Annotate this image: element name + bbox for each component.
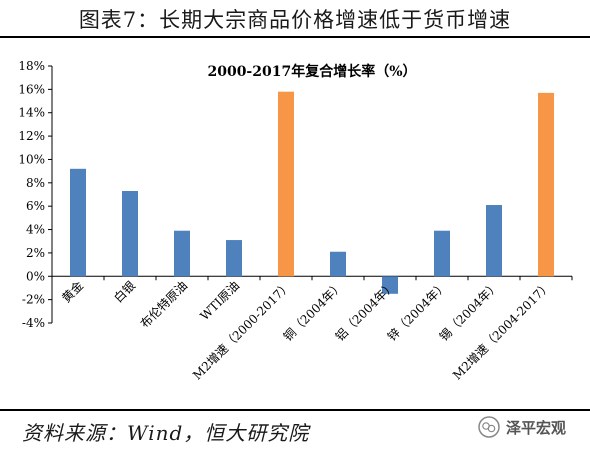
y-tick-label: 10% [18,152,45,166]
watermark-text: 泽平宏观 [505,418,566,437]
y-tick-label: 4% [26,223,45,237]
chart-title: 2000-2017年复合增长率（%） [207,63,416,80]
bar [122,190,138,277]
wechat-icon [478,416,500,438]
y-tick-label: 14% [18,106,45,120]
y-tick-label: 2% [26,246,45,260]
x-category-label: 布伦特原油 [137,278,190,331]
bar [486,205,502,277]
watermark: 泽平宏观 [478,416,566,438]
bar [70,168,86,277]
y-tick-label: 6% [26,199,45,213]
y-tick-label: 16% [18,82,45,96]
x-category-label: 黄金 [59,278,87,306]
x-category-label: M2增速（2004-2017） [450,278,554,382]
bar [434,230,450,277]
y-tick-label: 8% [26,176,45,190]
y-tick-label: 0% [26,269,45,283]
bar [226,240,242,277]
page-title: 图表7：长期大宗商品价格增速低于货币增速 [78,8,512,32]
bar [278,91,294,277]
bar [382,276,398,294]
source-note: 资料来源：Wind，恒大研究院 [22,421,310,445]
x-category-label: M2增速（2000-2017） [190,278,294,382]
title-divider [0,36,590,38]
y-tick-label: -2% [22,293,45,307]
bar-chart: 2000-2017年复合增长率（%） -4% -2% 0% 2% 4% 6% 8% 10% 12%… [18,59,573,382]
bar [538,92,554,277]
bar [174,230,190,277]
x-category-label: WTI原油 [198,278,243,323]
y-tick-label: 18% [18,59,45,73]
footer-divider [0,409,590,411]
x-category-label: 白银 [111,278,139,306]
bar [330,251,346,277]
y-tick-label: 12% [18,129,45,143]
y-tick-label: -4% [22,316,45,330]
